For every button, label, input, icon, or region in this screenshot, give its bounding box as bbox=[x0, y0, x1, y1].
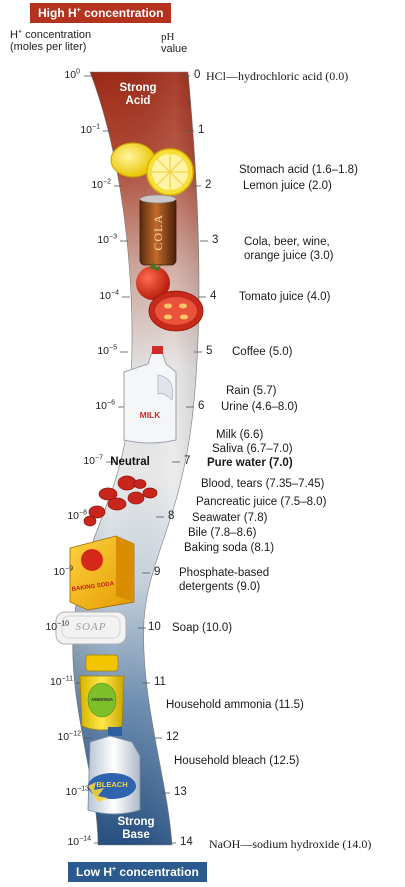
ph-5: 5 bbox=[206, 345, 213, 357]
h-conc-0: 100 bbox=[64, 68, 80, 82]
cola-label: COLA bbox=[150, 213, 165, 251]
soap-label: SOAP bbox=[75, 621, 107, 633]
cola-can-icon bbox=[139, 194, 177, 266]
milk-label: MILK bbox=[139, 410, 161, 420]
label-rain: Rain (5.7) bbox=[226, 385, 277, 397]
label-seawater: Seawater (7.8) bbox=[192, 512, 268, 524]
ammonia-bottle-icon bbox=[79, 654, 125, 731]
ph-3: 3 bbox=[212, 234, 219, 246]
label-tomato-juice: Tomato juice (4.0) bbox=[239, 291, 331, 303]
ph-11: 11 bbox=[154, 676, 166, 688]
ammonia-label: AMMONIA bbox=[91, 697, 113, 702]
strong-acid-label: Strong Acid bbox=[119, 82, 157, 107]
ph-14: 14 bbox=[180, 836, 193, 848]
ph-value-header: pH value bbox=[161, 31, 188, 55]
h-conc-9: 10−9 bbox=[53, 565, 73, 579]
label-saliva: Saliva (6.7–7.0) bbox=[212, 443, 293, 455]
label-naoh: NaOH—sodium hydroxide (14.0) bbox=[209, 837, 372, 851]
blood-cells-icon bbox=[83, 475, 158, 527]
bleach-jug-icon bbox=[87, 727, 141, 815]
h-conc-8: 10−8 bbox=[67, 509, 87, 523]
h-conc-14: 10−14 bbox=[67, 835, 91, 849]
label-lemon-juice: Lemon juice (2.0) bbox=[243, 180, 332, 192]
label-cola: Cola, beer, wine, orange juice (3.0) bbox=[244, 236, 334, 262]
label-phosphate-detergents: Phosphate-based detergents (9.0) bbox=[179, 567, 270, 593]
label-coffee: Coffee (5.0) bbox=[232, 346, 293, 358]
high-h-concentration-banner: High H+ concentration bbox=[30, 3, 172, 23]
label-milk: Milk (6.6) bbox=[216, 429, 264, 441]
h-conc-2: 10−2 bbox=[91, 178, 111, 192]
label-urine: Urine (4.6–8.0) bbox=[221, 401, 298, 413]
ph-0: 0 bbox=[194, 69, 201, 81]
h-conc-13: 10−13 bbox=[65, 785, 89, 799]
label-household-ammonia: Household ammonia (11.5) bbox=[166, 699, 304, 711]
ph-8: 8 bbox=[168, 510, 175, 522]
h-conc-12: 10−12 bbox=[57, 730, 81, 744]
soap-bar-icon bbox=[55, 611, 127, 645]
label-baking-soda: Baking soda (8.1) bbox=[184, 542, 275, 554]
h-conc-4: 10−4 bbox=[99, 289, 119, 303]
label-blood-tears: Blood, tears (7.35–7.45) bbox=[201, 478, 325, 490]
h-conc-1: 10−1 bbox=[80, 123, 100, 137]
h-conc-11: 10−11 bbox=[49, 675, 73, 689]
bleach-label: BLEACH bbox=[96, 780, 128, 789]
label-pure-water: Pure water (7.0) bbox=[207, 457, 293, 469]
label-household-bleach: Household bleach (12.5) bbox=[174, 755, 300, 767]
low-h-concentration-banner: Low H+ concentration bbox=[68, 862, 207, 882]
h-concentration-header: H+ concentration (moles per liter) bbox=[10, 28, 92, 53]
ph-7: 7 bbox=[184, 455, 191, 467]
ph-9: 9 bbox=[154, 566, 161, 578]
label-hcl: HCl—hydrochloric acid (0.0) bbox=[206, 69, 349, 83]
milk-jug-icon bbox=[123, 346, 177, 444]
h-conc-10: 10−10 bbox=[45, 620, 69, 634]
ph-2: 2 bbox=[205, 179, 212, 191]
h-conc-7: 10−7 bbox=[83, 454, 103, 468]
ph-12: 12 bbox=[166, 731, 179, 743]
tomato-icon bbox=[136, 262, 204, 332]
neutral-label: Neutral bbox=[110, 456, 150, 468]
h-conc-6: 10−6 bbox=[95, 399, 115, 413]
ph-6: 6 bbox=[198, 400, 205, 412]
ph-4: 4 bbox=[210, 290, 217, 302]
h-conc-3: 10−3 bbox=[97, 233, 117, 247]
label-pancreatic-juice: Pancreatic juice (7.5–8.0) bbox=[196, 496, 327, 508]
ph-1: 1 bbox=[198, 124, 205, 136]
label-bile: Bile (7.8–8.6) bbox=[188, 527, 257, 539]
label-stomach-acid: Stomach acid (1.6–1.8) bbox=[239, 164, 358, 176]
h-conc-5: 10−5 bbox=[97, 344, 117, 358]
lemon-icon bbox=[110, 142, 194, 196]
baking-soda-box-icon bbox=[69, 535, 135, 611]
strong-base-label: Strong Base bbox=[117, 816, 155, 841]
ph-10: 10 bbox=[148, 621, 161, 633]
label-soap: Soap (10.0) bbox=[172, 622, 233, 634]
ph-13: 13 bbox=[174, 786, 187, 798]
